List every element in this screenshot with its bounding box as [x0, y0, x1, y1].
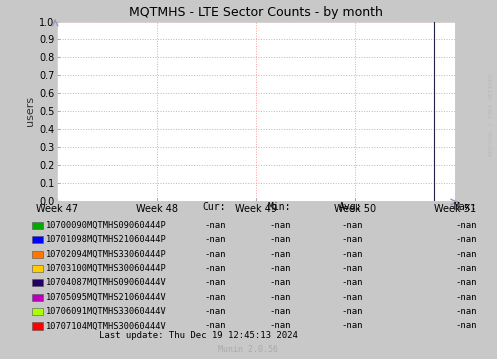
- Text: Avg:: Avg:: [339, 202, 363, 212]
- Text: 10706091MQTMHS33060444V: 10706091MQTMHS33060444V: [46, 307, 167, 316]
- Text: -nan: -nan: [205, 221, 226, 230]
- Text: -nan: -nan: [269, 307, 291, 316]
- Text: -nan: -nan: [205, 250, 226, 259]
- Text: 10700090MQTMHS09060444P: 10700090MQTMHS09060444P: [46, 221, 167, 230]
- Text: -nan: -nan: [269, 250, 291, 259]
- Text: -nan: -nan: [205, 293, 226, 302]
- Text: Min:: Min:: [267, 202, 291, 212]
- Text: Cur:: Cur:: [203, 202, 226, 212]
- Y-axis label: users: users: [25, 96, 35, 126]
- Text: -nan: -nan: [269, 278, 291, 288]
- Text: -nan: -nan: [341, 321, 363, 331]
- Title: MQTMHS - LTE Sector Counts - by month: MQTMHS - LTE Sector Counts - by month: [129, 6, 383, 19]
- Text: -nan: -nan: [456, 321, 477, 331]
- Text: -nan: -nan: [341, 250, 363, 259]
- Text: -nan: -nan: [456, 278, 477, 288]
- Text: -nan: -nan: [205, 278, 226, 288]
- Text: -nan: -nan: [341, 235, 363, 244]
- Text: -nan: -nan: [269, 235, 291, 244]
- Text: Munin 2.0.56: Munin 2.0.56: [219, 345, 278, 354]
- Text: -nan: -nan: [341, 293, 363, 302]
- Text: -nan: -nan: [205, 264, 226, 273]
- Text: 10702094MQTMHS33060444P: 10702094MQTMHS33060444P: [46, 250, 167, 259]
- Text: -nan: -nan: [456, 307, 477, 316]
- Text: -nan: -nan: [341, 307, 363, 316]
- Text: 10705095MQTMHS21060444V: 10705095MQTMHS21060444V: [46, 293, 167, 302]
- Text: -nan: -nan: [456, 264, 477, 273]
- Text: -nan: -nan: [205, 235, 226, 244]
- Text: -nan: -nan: [341, 278, 363, 288]
- Text: 10703100MQTMHS30060444P: 10703100MQTMHS30060444P: [46, 264, 167, 273]
- Text: RRDTOOL / TOBI OETIKER: RRDTOOL / TOBI OETIKER: [489, 74, 494, 156]
- Text: -nan: -nan: [456, 250, 477, 259]
- Text: -nan: -nan: [269, 221, 291, 230]
- Text: -nan: -nan: [269, 321, 291, 331]
- Text: -nan: -nan: [456, 235, 477, 244]
- Text: -nan: -nan: [341, 264, 363, 273]
- Text: 10704087MQTMHS09060444V: 10704087MQTMHS09060444V: [46, 278, 167, 288]
- Text: -nan: -nan: [456, 221, 477, 230]
- Text: -nan: -nan: [205, 321, 226, 331]
- Text: Last update: Thu Dec 19 12:45:13 2024: Last update: Thu Dec 19 12:45:13 2024: [99, 331, 298, 340]
- Text: -nan: -nan: [205, 307, 226, 316]
- Text: -nan: -nan: [341, 221, 363, 230]
- Text: -nan: -nan: [456, 293, 477, 302]
- Text: -nan: -nan: [269, 293, 291, 302]
- Text: 10707104MQTMHS30060444V: 10707104MQTMHS30060444V: [46, 321, 167, 331]
- Text: -nan: -nan: [269, 264, 291, 273]
- Text: Max:: Max:: [454, 202, 477, 212]
- Text: 10701098MQTMHS21060444P: 10701098MQTMHS21060444P: [46, 235, 167, 244]
